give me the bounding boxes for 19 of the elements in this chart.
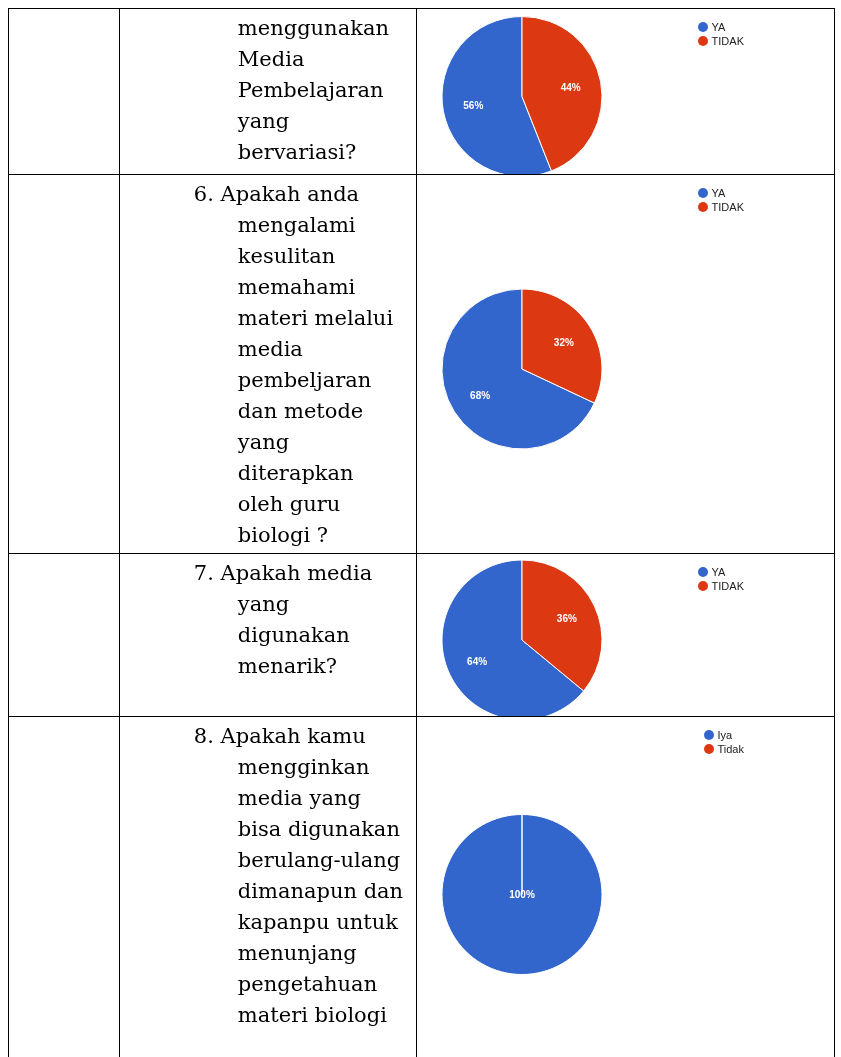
legend-label: TIDAK	[711, 35, 744, 47]
data-label: 44%	[560, 81, 581, 93]
chart-title: 6. Apakah anda mengalami kesulitan memahami materi melalui media pembeljaran dan metode yang diterapkan oleh guru biologi ?	[193, 182, 394, 547]
legend-label: Iya	[717, 729, 733, 741]
legend-label: TIDAK	[711, 201, 744, 213]
legend-label: TIDAK	[711, 580, 744, 592]
text: menggunakan Media Pembelajaran yang bervariasi?	[237, 16, 389, 164]
legend-label: YA	[711, 187, 726, 199]
data-label: 64%	[466, 655, 487, 667]
data-label: 100%	[508, 889, 535, 900]
text: 7. Apakah media yang digunakan menarik?	[193, 561, 373, 678]
legend-label: YA	[711, 566, 726, 578]
data-label: 36%	[556, 613, 577, 625]
data-label: 68%	[469, 390, 490, 402]
data-label: 56%	[462, 100, 483, 112]
legend-label: YA	[711, 21, 726, 33]
data-label: 32%	[553, 336, 574, 348]
legend-label: Tidak	[717, 743, 744, 755]
chart-title: 8. Apakah kamu mengginkan media yang bisa digunakan berulang-ulang dimanapun dan kapanpu untuk menunjang pengetahuan materi biologi	[193, 724, 404, 1027]
